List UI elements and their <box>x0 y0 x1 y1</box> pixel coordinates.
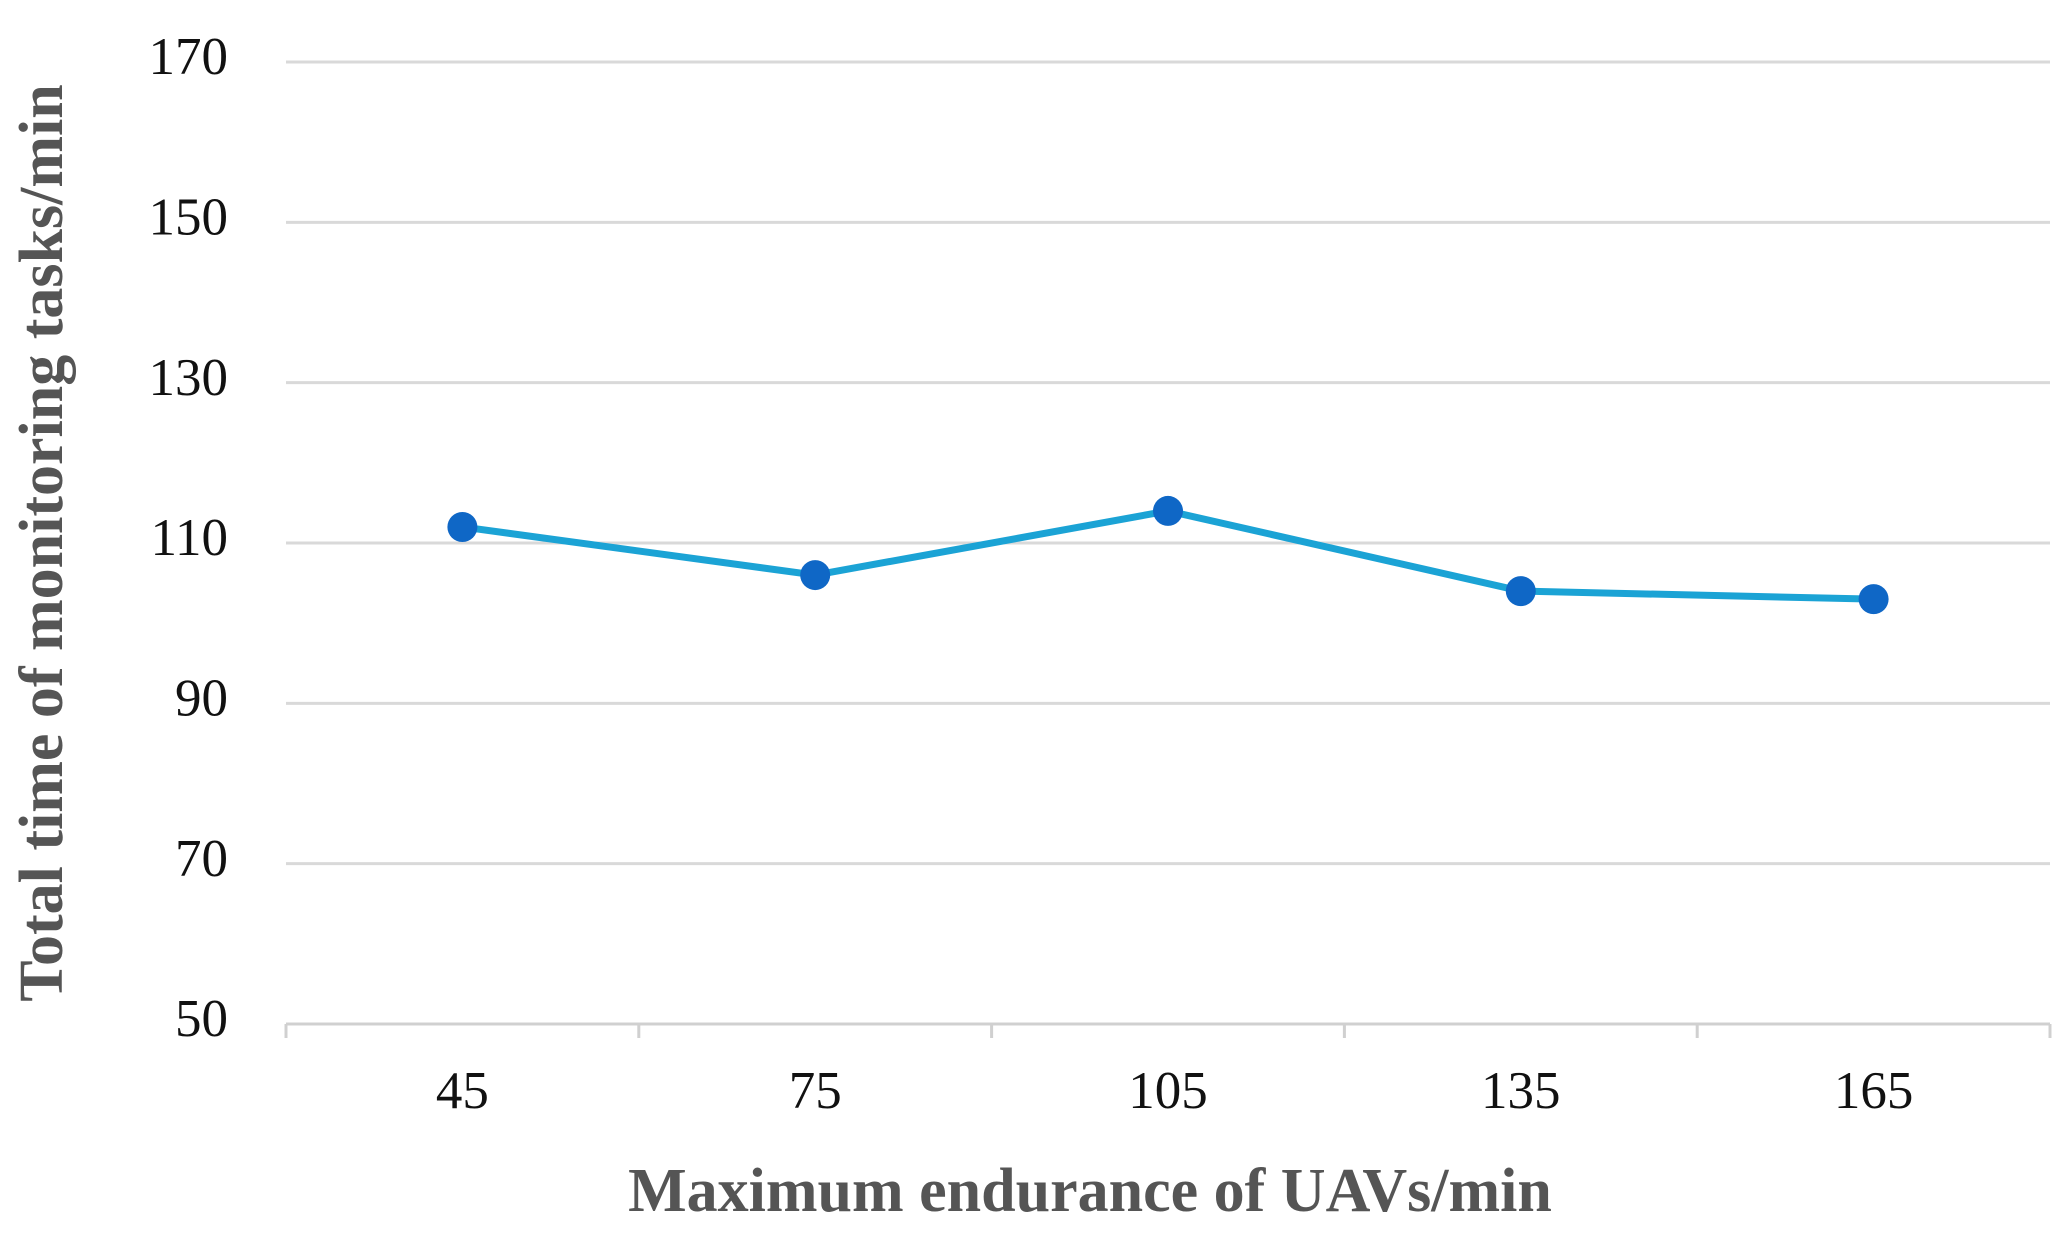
x-tick-label: 135 <box>1481 1062 1561 1120</box>
y-tick-label: 90 <box>175 669 228 727</box>
y-tick-label: 50 <box>175 990 228 1048</box>
marker <box>800 560 831 591</box>
x-tick-label: 45 <box>436 1062 489 1120</box>
y-tick-label: 150 <box>149 188 229 246</box>
marker <box>1858 584 1889 615</box>
y-axis-title: Total time of monitoring tasks/min <box>8 84 76 1001</box>
x-tick-label: 105 <box>1128 1062 1208 1120</box>
y-tick-label: 110 <box>150 509 228 567</box>
marker <box>1153 495 1183 526</box>
marker <box>1505 576 1536 607</box>
x-tick-label: 165 <box>1834 1062 1914 1120</box>
x-tick-label: 75 <box>789 1062 842 1120</box>
marker <box>447 511 478 542</box>
x-axis-title: Maximum endurance of UAVs/min <box>628 1157 1552 1225</box>
y-tick-label: 130 <box>149 349 229 407</box>
y-tick-label: 70 <box>175 830 228 888</box>
y-tick-label: 170 <box>149 28 229 86</box>
